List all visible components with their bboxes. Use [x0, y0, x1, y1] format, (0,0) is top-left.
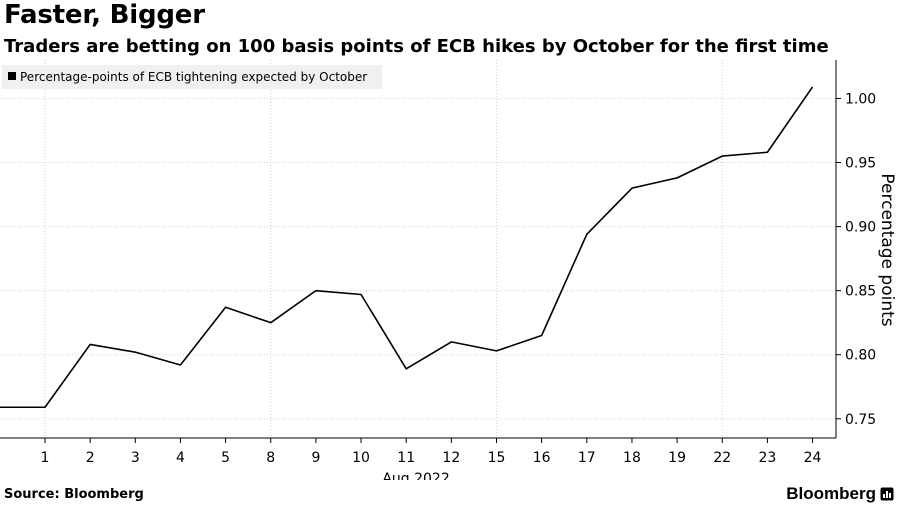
x-axis-group-label: Aug 2022 [382, 471, 449, 480]
legend-label: Percentage-points of ECB tightening expe… [20, 70, 367, 84]
x-tick-label: 18 [623, 450, 641, 466]
x-tick-label: 5 [221, 450, 230, 466]
x-tick-label: 15 [488, 450, 506, 466]
bloomberg-logo: Bloomberg [786, 484, 894, 504]
y-tick-label: 0.90 [845, 220, 876, 236]
y-tick-label: 0.75 [845, 412, 876, 428]
x-tick-label: 10 [352, 450, 370, 466]
gridlines [0, 60, 836, 438]
y-tick-label: 1.00 [845, 91, 876, 107]
legend: Percentage-points of ECB tightening expe… [2, 65, 382, 89]
x-tick-label: 3 [131, 450, 140, 466]
source-note: Source: Bloomberg [4, 487, 144, 502]
x-tick-label: 4 [176, 450, 185, 466]
x-tick-label: 2 [86, 450, 95, 466]
x-tick-label: 24 [804, 450, 822, 466]
y-tick-label: 0.80 [845, 348, 876, 364]
x-tick-label: 12 [442, 450, 460, 466]
y-axis-label: Percentage points [877, 173, 897, 326]
x-tick-label: 23 [758, 450, 776, 466]
series-line [0, 86, 814, 409]
x-tick-label: 9 [311, 450, 320, 466]
bloomberg-terminal-icon [880, 487, 894, 501]
x-tick-label: 22 [713, 450, 731, 466]
chart-subtitle: Traders are betting on 100 basis points … [4, 36, 829, 57]
line-chart: 0.750.800.850.900.951.00 1 2 3 4 5 8 9 10 11 12 15… [0, 60, 897, 480]
y-tick-label: 0.85 [845, 284, 876, 300]
x-tick-label: 19 [668, 450, 686, 466]
y-tick-label: 0.95 [845, 156, 876, 172]
legend-background [2, 65, 382, 89]
x-tick-label: 11 [397, 450, 415, 466]
legend-swatch [8, 72, 16, 80]
brand-label: Bloomberg [786, 484, 876, 503]
y-axis-ticks: 0.75 0.80 0.85 0.90 0.95 1.00 [836, 91, 876, 428]
series-layer [0, 86, 814, 409]
x-tick-label: 1 [41, 450, 50, 466]
x-tick-label: 16 [533, 450, 551, 466]
chart-title: Faster, Bigger [4, 0, 205, 30]
x-tick-label: 8 [266, 450, 275, 466]
x-axis-ticks: 1 2 3 4 5 8 9 10 11 12 15 16 17 18 19 22 23 24 [41, 438, 822, 466]
x-tick-label: 17 [578, 450, 596, 466]
